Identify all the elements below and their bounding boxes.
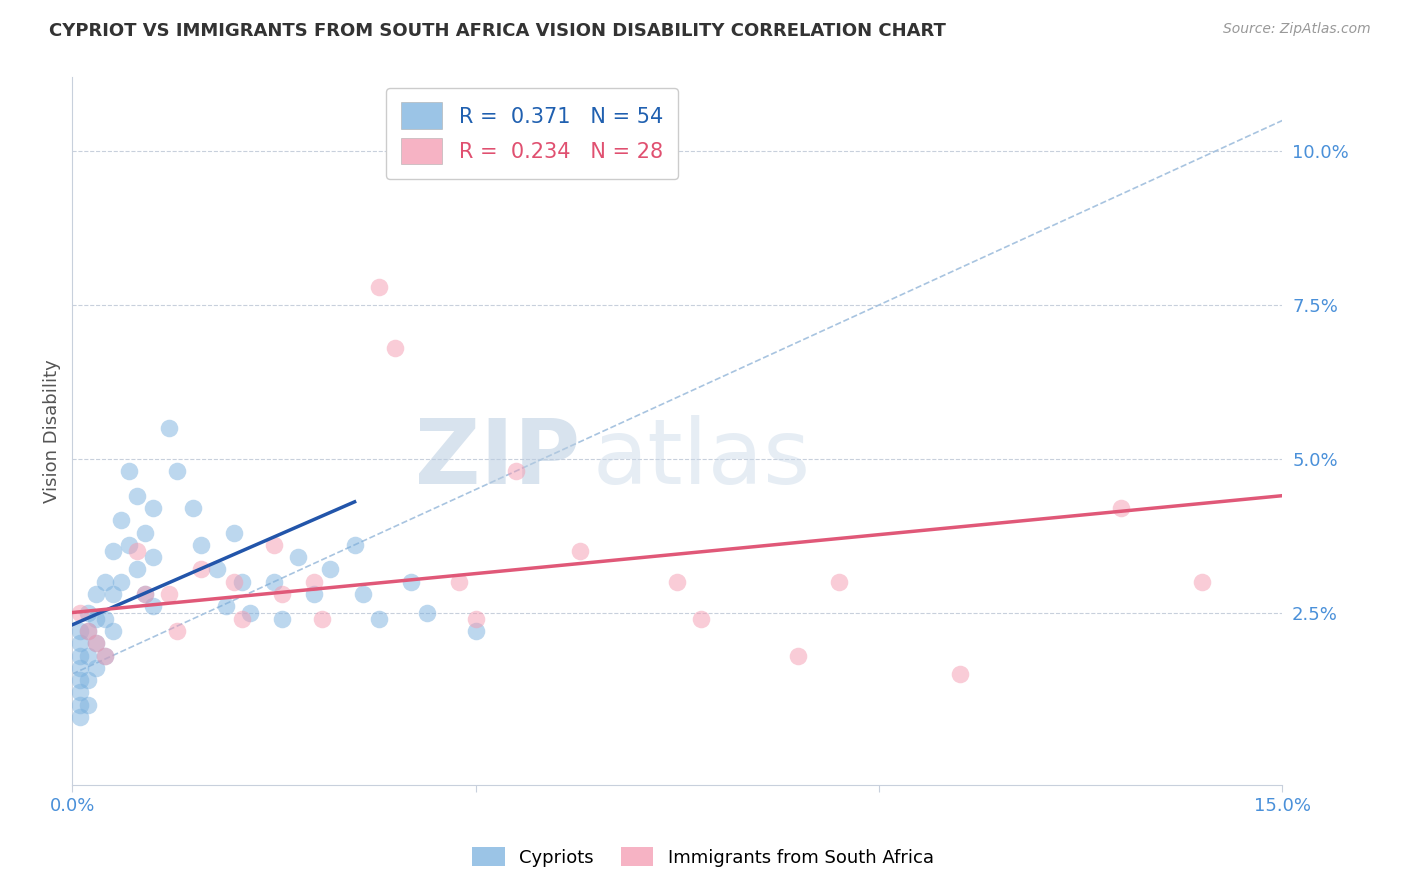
Text: ZIP: ZIP: [415, 416, 581, 503]
Point: [464, 624, 486, 638]
Point: [367, 612, 389, 626]
Point: [86, 661, 108, 675]
Point: [304, 587, 326, 601]
Y-axis label: Vision Disability: Vision Disability: [44, 359, 60, 503]
Point: [367, 279, 389, 293]
Point: [77, 648, 100, 663]
Point: [69, 624, 91, 638]
Point: [69, 698, 91, 712]
Point: [464, 612, 486, 626]
Point: [93, 648, 115, 663]
Point: [214, 599, 236, 614]
Point: [271, 612, 294, 626]
Point: [287, 550, 309, 565]
Point: [157, 421, 180, 435]
Point: [787, 648, 810, 663]
Point: [77, 673, 100, 688]
Point: [263, 538, 285, 552]
Point: [125, 489, 148, 503]
Point: [231, 612, 253, 626]
Legend: R =  0.371   N = 54, R =  0.234   N = 28: R = 0.371 N = 54, R = 0.234 N = 28: [387, 87, 678, 179]
Point: [166, 624, 188, 638]
Point: [93, 574, 115, 589]
Point: [1191, 574, 1213, 589]
Point: [69, 673, 91, 688]
Point: [271, 587, 294, 601]
Point: [304, 574, 326, 589]
Point: [449, 574, 471, 589]
Point: [666, 574, 689, 589]
Point: [134, 525, 156, 540]
Point: [827, 574, 849, 589]
Point: [222, 574, 245, 589]
Point: [134, 587, 156, 601]
Point: [125, 562, 148, 576]
Point: [311, 612, 333, 626]
Point: [86, 587, 108, 601]
Point: [263, 574, 285, 589]
Point: [207, 562, 229, 576]
Point: [101, 587, 124, 601]
Point: [142, 599, 165, 614]
Point: [118, 464, 141, 478]
Point: [949, 667, 972, 681]
Point: [343, 538, 366, 552]
Point: [239, 606, 262, 620]
Point: [384, 341, 406, 355]
Point: [190, 562, 212, 576]
Text: CYPRIOT VS IMMIGRANTS FROM SOUTH AFRICA VISION DISABILITY CORRELATION CHART: CYPRIOT VS IMMIGRANTS FROM SOUTH AFRICA …: [49, 22, 946, 40]
Point: [86, 636, 108, 650]
Point: [690, 612, 713, 626]
Point: [69, 636, 91, 650]
Point: [142, 550, 165, 565]
Point: [69, 648, 91, 663]
Point: [86, 612, 108, 626]
Point: [231, 574, 253, 589]
Point: [416, 606, 439, 620]
Point: [93, 612, 115, 626]
Point: [77, 698, 100, 712]
Point: [569, 544, 592, 558]
Point: [352, 587, 374, 601]
Point: [222, 525, 245, 540]
Point: [69, 685, 91, 699]
Point: [69, 606, 91, 620]
Point: [118, 538, 141, 552]
Point: [69, 710, 91, 724]
Point: [101, 544, 124, 558]
Point: [125, 544, 148, 558]
Point: [1109, 500, 1132, 515]
Point: [93, 648, 115, 663]
Point: [190, 538, 212, 552]
Point: [77, 624, 100, 638]
Point: [101, 624, 124, 638]
Point: [110, 513, 132, 527]
Point: [86, 636, 108, 650]
Text: Source: ZipAtlas.com: Source: ZipAtlas.com: [1223, 22, 1371, 37]
Point: [77, 606, 100, 620]
Point: [134, 587, 156, 601]
Point: [77, 624, 100, 638]
Point: [110, 574, 132, 589]
Point: [69, 661, 91, 675]
Point: [505, 464, 527, 478]
Point: [181, 500, 204, 515]
Point: [166, 464, 188, 478]
Point: [157, 587, 180, 601]
Legend: Cypriots, Immigrants from South Africa: Cypriots, Immigrants from South Africa: [465, 840, 941, 874]
Text: atlas: atlas: [592, 416, 811, 503]
Point: [319, 562, 342, 576]
Point: [142, 500, 165, 515]
Point: [399, 574, 422, 589]
